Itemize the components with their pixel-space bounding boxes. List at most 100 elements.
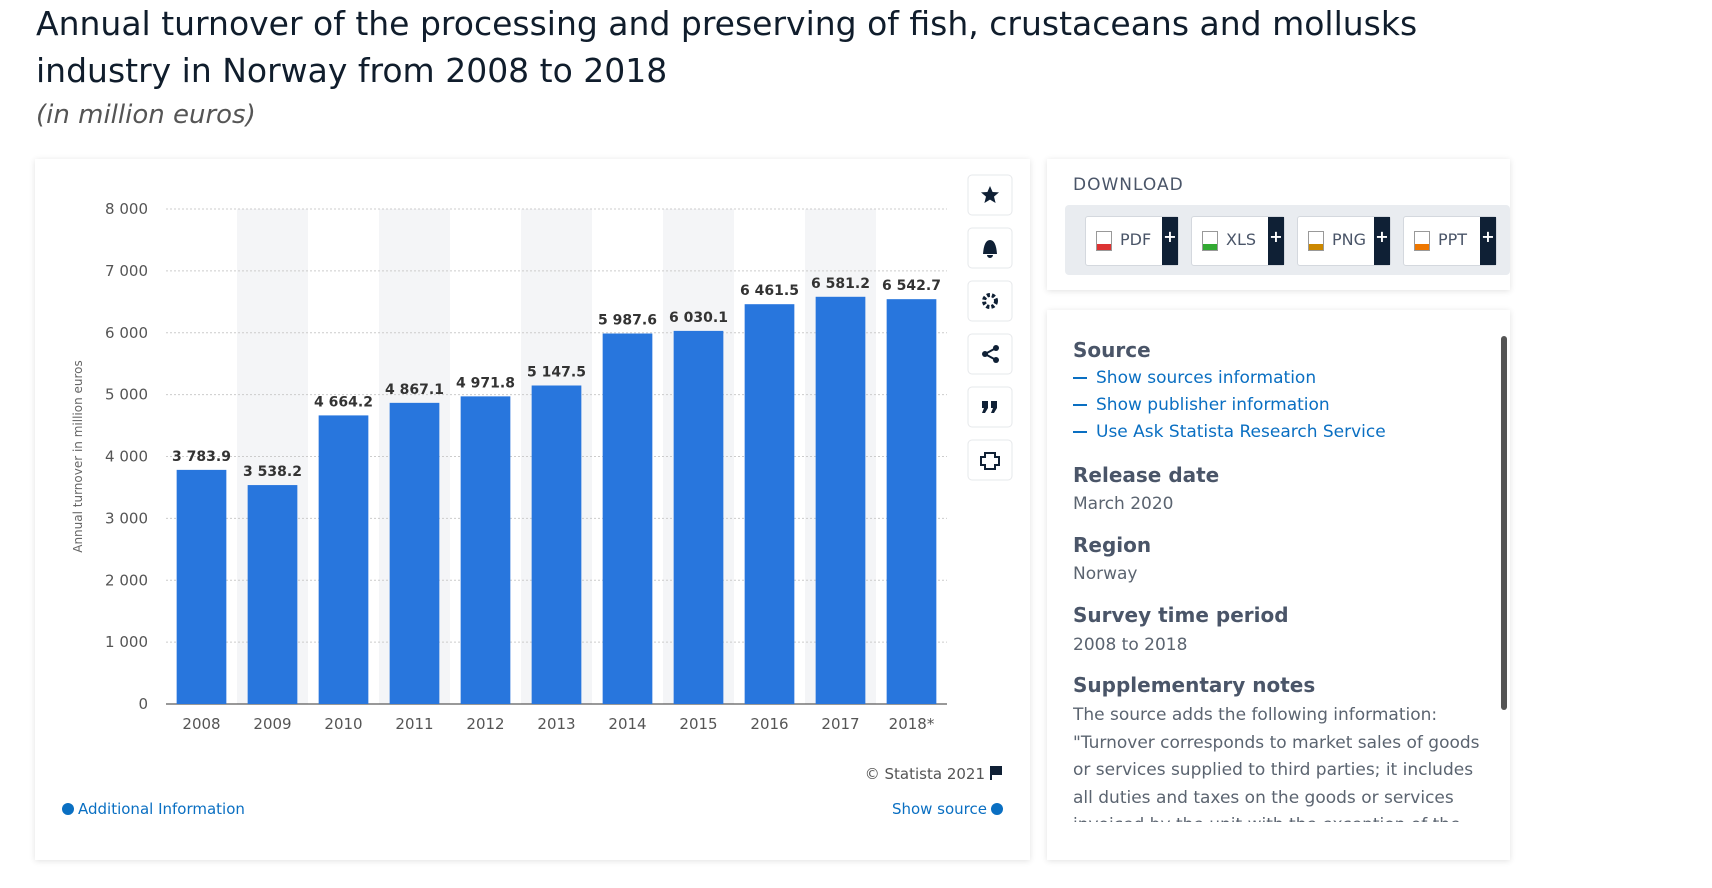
y-tick-label: 2 000 (105, 571, 148, 589)
share-dot (982, 351, 988, 357)
source-link[interactable]: Show sources information (1096, 368, 1317, 388)
scrollbar[interactable] (1501, 336, 1507, 710)
file-icon (1202, 231, 1218, 251)
bar (673, 330, 724, 704)
file-icon (1096, 231, 1112, 251)
y-tick-label: 4 000 (105, 448, 148, 466)
value-label: 4 664.2 (314, 394, 373, 410)
value-label: 5 987.6 (598, 313, 657, 329)
value-label: 3 538.2 (243, 464, 302, 480)
y-axis-title: Annual turnover in million euros (71, 360, 85, 553)
copyright: © Statista 2021 (865, 765, 985, 783)
source-link[interactable]: Use Ask Statista Research Service (1096, 422, 1386, 442)
notes: The source adds the following informatio… (1073, 705, 1480, 822)
flag-icon (990, 766, 1002, 780)
value-label: 6 461.5 (740, 283, 799, 299)
print-icon (980, 452, 1000, 470)
links: Show sources information Show publisher i… (1073, 368, 1386, 449)
region: Norway (1073, 564, 1138, 584)
download-label: PPT (1438, 230, 1468, 249)
download-plus: + (1374, 217, 1390, 265)
download-plus: + (1480, 217, 1496, 265)
source-link[interactable]: Show publisher information (1096, 395, 1330, 415)
download-button[interactable]: XLS + (1191, 216, 1285, 266)
details-panel: Source Show sources information Show publ… (1047, 310, 1510, 860)
x-tick-label: 2011 (395, 715, 433, 733)
show-source-link[interactable]: Show source (892, 800, 987, 818)
download-label: XLS (1226, 230, 1257, 249)
period-title: Survey time period (1073, 603, 1289, 627)
bar (602, 333, 653, 704)
info-icon (62, 803, 74, 815)
download-button[interactable]: PNG + (1297, 216, 1391, 266)
source-title: Source (1073, 338, 1151, 362)
download-button[interactable]: PDF + (1085, 216, 1179, 266)
share-dot (993, 345, 999, 351)
file-icon (1308, 231, 1324, 251)
y-tick-label: 8 000 (105, 200, 148, 218)
source-link-row: Show sources information (1073, 368, 1386, 395)
x-tick-label: 2017 (821, 715, 859, 733)
arrow-icon (1073, 377, 1087, 379)
bell-icon (983, 240, 997, 258)
x-tick-label: 2010 (324, 715, 362, 733)
share-dot (993, 357, 999, 363)
bar (460, 396, 511, 704)
download-title: DOWNLOAD (1073, 175, 1184, 195)
value-label: 5 147.5 (527, 364, 586, 380)
x-tick-label: 2008 (182, 715, 220, 733)
x-tick-label: 2016 (750, 715, 788, 733)
download-bar: PDF + XLS + PNG + PPT + (1065, 205, 1510, 275)
subtitle: (in million euros) (36, 100, 256, 130)
y-tick-label: 5 000 (105, 386, 148, 404)
bar (531, 385, 582, 704)
x-tick-label: 2018* (889, 715, 935, 733)
chart: © Statista 2021 Additional Information S… (62, 174, 1013, 818)
bar (176, 469, 227, 704)
y-tick-label: 0 (138, 695, 148, 713)
bar (318, 415, 369, 704)
value-label: 4 971.8 (456, 375, 515, 391)
bar (389, 402, 440, 704)
page-title: Annual turnover of the processing and pr… (36, 4, 1418, 90)
cite-button[interactable] (967, 386, 1013, 428)
star-icon (981, 186, 999, 203)
arrow-icon (1073, 404, 1087, 406)
info-icon (991, 803, 1003, 815)
gear-icon (982, 293, 998, 309)
source-link-row: Show publisher information (1073, 395, 1386, 422)
bar (886, 299, 937, 704)
additional-info-link[interactable]: Additional Information (78, 800, 245, 818)
x-tick-label: 2013 (537, 715, 575, 733)
arrow-icon (1073, 431, 1087, 433)
toolbar (967, 174, 1013, 481)
bar (247, 485, 298, 704)
x-tick-label: 2009 (253, 715, 291, 733)
download-panel: DOWNLOAD PDF + XLS + PNG + PPT + (1047, 159, 1510, 290)
download-label: PDF (1120, 230, 1152, 249)
region-title: Region (1073, 533, 1152, 557)
download-plus: + (1162, 217, 1178, 265)
source-link-row: Use Ask Statista Research Service (1073, 422, 1386, 449)
share-button[interactable] (967, 333, 1013, 375)
quote-icon (982, 401, 997, 413)
value-label: 3 783.9 (172, 449, 231, 465)
bar (744, 304, 795, 704)
y-tick-label: 1 000 (105, 633, 148, 651)
notes-title: Supplementary notes (1073, 673, 1316, 697)
value-label: 6 542.7 (882, 278, 941, 294)
file-icon (1414, 231, 1430, 251)
y-tick-label: 3 000 (105, 509, 148, 527)
y-tick-label: 6 000 (105, 324, 148, 342)
download-plus: + (1268, 217, 1284, 265)
release-date: March 2020 (1073, 494, 1174, 514)
value-label: 4 867.1 (385, 382, 444, 398)
download-button[interactable]: PPT + (1403, 216, 1497, 266)
print-button[interactable] (967, 439, 1013, 481)
x-tick-label: 2014 (608, 715, 646, 733)
release-title: Release date (1073, 463, 1220, 487)
settings-button[interactable] (967, 280, 1013, 322)
y-tick-label: 7 000 (105, 262, 148, 280)
bar (815, 296, 866, 704)
